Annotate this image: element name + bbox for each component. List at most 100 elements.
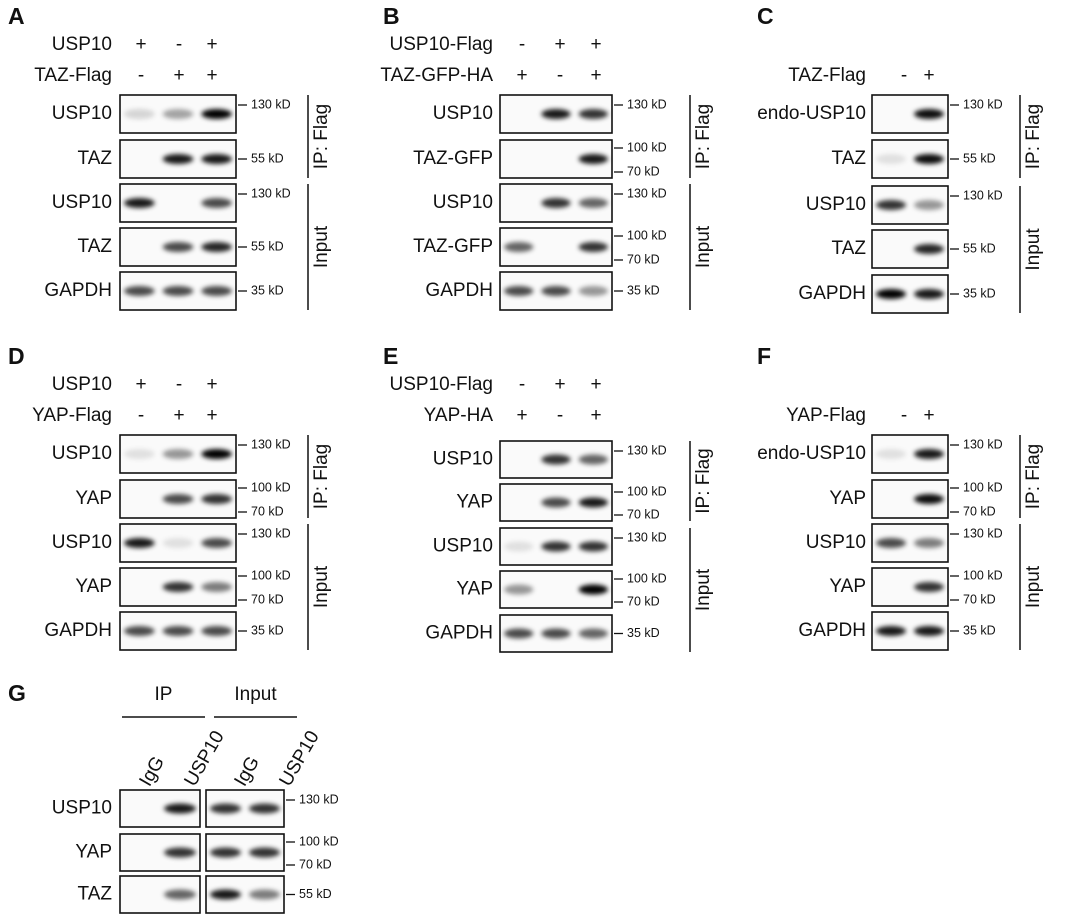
treatment-label: TAZ-GFP-HA bbox=[380, 65, 493, 86]
band bbox=[162, 109, 194, 119]
panel-letter: G bbox=[8, 680, 26, 706]
marker-label: 130 kD bbox=[627, 97, 667, 111]
band bbox=[201, 109, 233, 119]
marker-label: 70 kD bbox=[627, 164, 660, 178]
band bbox=[504, 286, 534, 296]
treatment-sign: + bbox=[554, 374, 565, 395]
blot-label: USP10 bbox=[433, 449, 493, 470]
blot-label: USP10 bbox=[52, 103, 112, 124]
marker-label: 100 kD bbox=[299, 834, 339, 848]
treatment-sign: + bbox=[516, 65, 527, 86]
marker-label: 130 kD bbox=[627, 186, 667, 200]
band bbox=[164, 889, 196, 900]
band bbox=[914, 626, 944, 636]
band bbox=[201, 449, 233, 459]
blot-label: GAPDH bbox=[44, 620, 112, 641]
marker-label: 35 kD bbox=[251, 623, 284, 637]
blot-label: GAPDH bbox=[425, 623, 493, 644]
band bbox=[210, 889, 241, 900]
treatment-sign: - bbox=[519, 374, 525, 395]
marker-label: 35 kD bbox=[963, 623, 996, 637]
lane-label: USP10 bbox=[275, 727, 323, 790]
band bbox=[162, 538, 194, 548]
band bbox=[210, 803, 241, 814]
blot-label: TAZ bbox=[78, 884, 113, 905]
group-label: IP: Flag bbox=[311, 104, 332, 169]
blot-label: GAPDH bbox=[798, 283, 866, 304]
band bbox=[914, 289, 944, 299]
marker-label: 100 kD bbox=[963, 480, 1003, 494]
treatment-label: USP10 bbox=[52, 374, 112, 395]
treatment-sign: + bbox=[206, 65, 217, 86]
blot-label: USP10 bbox=[52, 798, 112, 819]
treatment-label: YAP-Flag bbox=[786, 405, 866, 426]
blot-label: TAZ bbox=[832, 148, 867, 169]
treatment-sign: + bbox=[590, 34, 601, 55]
marker-label: 70 kD bbox=[627, 507, 660, 521]
lane-label: IgG bbox=[135, 753, 168, 790]
marker-label: 100 kD bbox=[627, 228, 667, 242]
band bbox=[201, 494, 233, 504]
group-label: IP: Flag bbox=[1023, 444, 1044, 509]
marker-label: 130 kD bbox=[251, 437, 291, 451]
band bbox=[578, 628, 608, 639]
treatment-sign: + bbox=[206, 374, 217, 395]
treatment-label: YAP-HA bbox=[424, 405, 494, 426]
blot-label: USP10 bbox=[806, 194, 866, 215]
treatment-sign: + bbox=[173, 405, 184, 426]
treatment-sign: - bbox=[901, 405, 907, 426]
band bbox=[162, 154, 194, 164]
marker-label: 130 kD bbox=[627, 443, 667, 457]
blot-label: USP10 bbox=[806, 532, 866, 553]
band bbox=[123, 449, 155, 459]
blot-label: TAZ-GFP bbox=[413, 148, 493, 169]
band bbox=[162, 582, 194, 592]
marker-label: 130 kD bbox=[963, 437, 1003, 451]
band bbox=[578, 584, 608, 595]
blot-label: YAP bbox=[75, 842, 112, 863]
blot-label: YAP bbox=[75, 576, 112, 597]
marker-label: 130 kD bbox=[299, 792, 339, 806]
blot bbox=[871, 479, 949, 519]
group-label: Input bbox=[311, 565, 332, 608]
blot-label: TAZ bbox=[832, 238, 867, 259]
band bbox=[876, 538, 906, 548]
band bbox=[162, 626, 194, 636]
band bbox=[541, 541, 571, 552]
group-label: Input bbox=[693, 225, 714, 268]
treatment-label: USP10-Flag bbox=[390, 374, 494, 395]
marker-label: 35 kD bbox=[627, 283, 660, 297]
blot-label: GAPDH bbox=[798, 620, 866, 641]
band bbox=[578, 242, 608, 252]
band bbox=[578, 454, 608, 465]
treatment-sign: - bbox=[901, 65, 907, 86]
treatment-sign: + bbox=[923, 65, 934, 86]
blot-label: YAP bbox=[456, 492, 493, 513]
marker-label: 100 kD bbox=[963, 568, 1003, 582]
treatment-sign: - bbox=[557, 65, 563, 86]
group-label: IP bbox=[155, 684, 173, 705]
blot-label: YAP bbox=[829, 576, 866, 597]
marker-label: 100 kD bbox=[627, 571, 667, 585]
marker-label: 130 kD bbox=[251, 97, 291, 111]
band bbox=[123, 626, 155, 636]
band bbox=[201, 242, 233, 252]
marker-label: 70 kD bbox=[627, 252, 660, 266]
lane-label: USP10 bbox=[180, 727, 228, 790]
band bbox=[914, 494, 944, 504]
band bbox=[578, 497, 608, 508]
band bbox=[578, 541, 608, 552]
blot-label: USP10 bbox=[52, 443, 112, 464]
treatment-sign: + bbox=[590, 374, 601, 395]
blot-label: YAP bbox=[456, 579, 493, 600]
band bbox=[541, 497, 571, 508]
group-label: Input bbox=[1023, 565, 1044, 608]
treatment-sign: - bbox=[557, 405, 563, 426]
band bbox=[201, 582, 233, 592]
treatment-label: TAZ-Flag bbox=[788, 65, 866, 86]
blot-label: YAP bbox=[75, 488, 112, 509]
group-label: IP: Flag bbox=[693, 448, 714, 513]
marker-label: 55 kD bbox=[251, 239, 284, 253]
band bbox=[123, 286, 155, 296]
